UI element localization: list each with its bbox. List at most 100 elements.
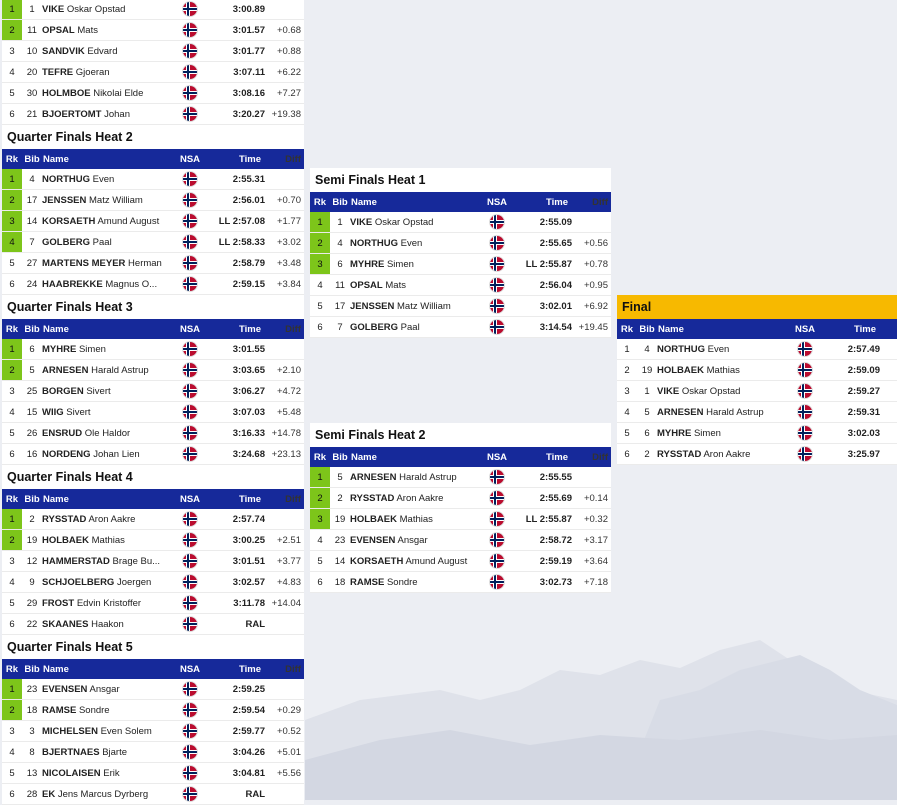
- athlete-name-cell[interactable]: BJOERTOMT Johan: [42, 103, 175, 125]
- table-row[interactable]: 2 5 ARNESEN Harald Astrup 3:03.65 +2.10: [2, 359, 304, 381]
- athlete-name-cell[interactable]: SKAANES Haakon: [42, 613, 175, 635]
- table-row[interactable]: 4 20 TEFRE Gjoeran 3:07.11 +6.22: [2, 61, 304, 83]
- column-header-nsa[interactable]: NSA: [175, 489, 205, 509]
- athlete-name-cell[interactable]: SCHJOELBERG Joergen: [42, 571, 175, 593]
- table-row[interactable]: 3 19 HOLBAEK Mathias LL 2:55.87 +0.32: [310, 508, 611, 530]
- table-row[interactable]: 6 18 RAMSE Sondre 3:02.73 +7.18: [310, 571, 611, 593]
- table-row[interactable]: 4 8 BJERTNAES Bjarte 3:04.26 +5.01: [2, 741, 304, 763]
- column-header-nsa[interactable]: NSA: [175, 319, 205, 339]
- table-row[interactable]: 4 7 GOLBERG Paal LL 2:58.33 +3.02: [2, 231, 304, 253]
- column-header-time[interactable]: Time: [205, 149, 267, 169]
- table-row[interactable]: 2 4 NORTHUG Even 2:55.65 +0.56: [310, 232, 611, 254]
- athlete-name-cell[interactable]: ARNESEN Harald Astrup: [42, 359, 175, 381]
- column-header-bib[interactable]: Bib: [330, 447, 350, 467]
- column-header-name[interactable]: Name: [657, 319, 790, 339]
- column-header-rk[interactable]: Rk: [2, 489, 22, 509]
- athlete-name-cell[interactable]: VIKE Oskar Opstad: [657, 380, 790, 402]
- table-row[interactable]: 1 4 NORTHUG Even 2:55.31: [2, 169, 304, 190]
- table-row[interactable]: 6 21 BJOERTOMT Johan 3:20.27 +19.38: [2, 103, 304, 125]
- athlete-name-cell[interactable]: MYHRE Simen: [350, 253, 482, 275]
- column-header-nsa[interactable]: NSA: [175, 659, 205, 679]
- athlete-name-cell[interactable]: HOLMBOE Nikolai Elde: [42, 82, 175, 104]
- table-row[interactable]: 6 7 GOLBERG Paal 3:14.54 +19.45: [310, 316, 611, 338]
- column-header-time[interactable]: Time: [205, 489, 267, 509]
- athlete-name-cell[interactable]: BJERTNAES Bjarte: [42, 741, 175, 763]
- table-row[interactable]: 4 9 SCHJOELBERG Joergen 3:02.57 +4.83: [2, 571, 304, 593]
- athlete-name-cell[interactable]: FROST Edvin Kristoffer: [42, 592, 175, 614]
- athlete-name-cell[interactable]: RYSSTAD Aron Aakre: [350, 487, 482, 509]
- column-header-rk[interactable]: Rk: [2, 149, 22, 169]
- table-row[interactable]: 6 22 SKAANES Haakon RAL: [2, 613, 304, 635]
- table-row[interactable]: 6 16 NORDENG Johan Lien 3:24.68 +23.13: [2, 443, 304, 465]
- athlete-name-cell[interactable]: KORSAETH Amund August: [42, 210, 175, 232]
- column-header-bib[interactable]: Bib: [637, 319, 657, 339]
- column-header-name[interactable]: Name: [350, 192, 482, 212]
- table-row[interactable]: 1 1 VIKE Oskar Opstad 3:00.89: [2, 0, 304, 20]
- column-header-diff[interactable]: Diff: [882, 319, 897, 339]
- table-row[interactable]: 2 11 OPSAL Mats 3:01.57 +0.68: [2, 19, 304, 41]
- table-row[interactable]: 2 17 JENSSEN Matz William 2:56.01 +0.70: [2, 189, 304, 211]
- athlete-name-cell[interactable]: RAMSE Sondre: [42, 699, 175, 721]
- column-header-time[interactable]: Time: [820, 319, 882, 339]
- table-row[interactable]: 2 19 HOLBAEK Mathias 3:00.25 +2.51: [2, 529, 304, 551]
- column-header-diff[interactable]: Diff: [574, 447, 611, 467]
- athlete-name-cell[interactable]: MICHELSEN Even Solem: [42, 720, 175, 742]
- column-header-name[interactable]: Name: [42, 659, 175, 679]
- athlete-name-cell[interactable]: TEFRE Gjoeran: [42, 61, 175, 83]
- athlete-name-cell[interactable]: RYSSTAD Aron Aakre: [657, 443, 790, 465]
- athlete-name-cell[interactable]: VIKE Oskar Opstad: [42, 0, 175, 20]
- column-header-diff[interactable]: Diff: [267, 659, 304, 679]
- table-row[interactable]: 6 24 HAABREKKE Magnus O... 2:59.15 +3.84: [2, 273, 304, 295]
- table-row[interactable]: 2 18 RAMSE Sondre 2:59.54 +0.29: [2, 699, 304, 721]
- athlete-name-cell[interactable]: ARNESEN Harald Astrup: [350, 467, 482, 488]
- column-header-time[interactable]: Time: [205, 319, 267, 339]
- table-row[interactable]: 1 2 RYSSTAD Aron Aakre 2:57.74: [2, 509, 304, 530]
- column-header-name[interactable]: Name: [350, 447, 482, 467]
- athlete-name-cell[interactable]: MARTENS MEYER Herman: [42, 252, 175, 274]
- athlete-name-cell[interactable]: HOLBAEK Mathias: [657, 359, 790, 381]
- column-header-bib[interactable]: Bib: [22, 149, 42, 169]
- athlete-name-cell[interactable]: JENSSEN Matz William: [350, 295, 482, 317]
- athlete-name-cell[interactable]: MYHRE Simen: [657, 422, 790, 444]
- table-row[interactable]: 1 1 VIKE Oskar Opstad 2:55.09: [310, 212, 611, 233]
- athlete-name-cell[interactable]: HOLBAEK Mathias: [350, 508, 482, 530]
- athlete-name-cell[interactable]: EK Jens Marcus Dyrberg: [42, 783, 175, 805]
- athlete-name-cell[interactable]: SANDVIK Edvard: [42, 40, 175, 62]
- athlete-name-cell[interactable]: NORDENG Johan Lien: [42, 443, 175, 465]
- column-header-bib[interactable]: Bib: [22, 659, 42, 679]
- table-row[interactable]: 2 2 RYSSTAD Aron Aakre 2:55.69 +0.14: [310, 487, 611, 509]
- athlete-name-cell[interactable]: HAMMERSTAD Brage Bu...: [42, 550, 175, 572]
- athlete-name-cell[interactable]: RAMSE Sondre: [350, 571, 482, 593]
- athlete-name-cell[interactable]: MYHRE Simen: [42, 339, 175, 360]
- table-row[interactable]: 1 23 EVENSEN Ansgar 2:59.25: [2, 679, 304, 700]
- table-row[interactable]: 5 13 NICOLAISEN Erik 3:04.81 +5.56: [2, 762, 304, 784]
- athlete-name-cell[interactable]: GOLBERG Paal: [42, 231, 175, 253]
- table-row[interactable]: 5 26 ENSRUD Ole Haldor 3:16.33 +14.78: [2, 422, 304, 444]
- column-header-bib[interactable]: Bib: [330, 192, 350, 212]
- table-row[interactable]: 3 3 MICHELSEN Even Solem 2:59.77 +0.52: [2, 720, 304, 742]
- athlete-name-cell[interactable]: BORGEN Sivert: [42, 380, 175, 402]
- athlete-name-cell[interactable]: NICOLAISEN Erik: [42, 762, 175, 784]
- table-row[interactable]: 3 6 MYHRE Simen LL 2:55.87 +0.78: [310, 253, 611, 275]
- athlete-name-cell[interactable]: HOLBAEK Mathias: [42, 529, 175, 551]
- column-header-rk[interactable]: Rk: [2, 659, 22, 679]
- column-header-time[interactable]: Time: [512, 192, 574, 212]
- table-row[interactable]: 1 5 ARNESEN Harald Astrup 2:55.55: [310, 467, 611, 488]
- table-row[interactable]: 6 28 EK Jens Marcus Dyrberg RAL: [2, 783, 304, 805]
- table-row[interactable]: 5 29 FROST Edvin Kristoffer 3:11.78 +14.04: [2, 592, 304, 614]
- column-header-rk[interactable]: Rk: [310, 447, 330, 467]
- athlete-name-cell[interactable]: NORTHUG Even: [657, 339, 790, 360]
- table-row[interactable]: 3 14 KORSAETH Amund August LL 2:57.08 +1.77: [2, 210, 304, 232]
- table-row[interactable]: 5 30 HOLMBOE Nikolai Elde 3:08.16 +7.27: [2, 82, 304, 104]
- column-header-bib[interactable]: Bib: [22, 319, 42, 339]
- table-row[interactable]: 4 15 WIIG Sivert 3:07.03 +5.48: [2, 401, 304, 423]
- column-header-diff[interactable]: Diff: [267, 489, 304, 509]
- column-header-nsa[interactable]: NSA: [790, 319, 820, 339]
- column-header-nsa[interactable]: NSA: [482, 447, 512, 467]
- table-row[interactable]: 4 23 EVENSEN Ansgar 2:58.72 +3.17: [310, 529, 611, 551]
- column-header-nsa[interactable]: NSA: [482, 192, 512, 212]
